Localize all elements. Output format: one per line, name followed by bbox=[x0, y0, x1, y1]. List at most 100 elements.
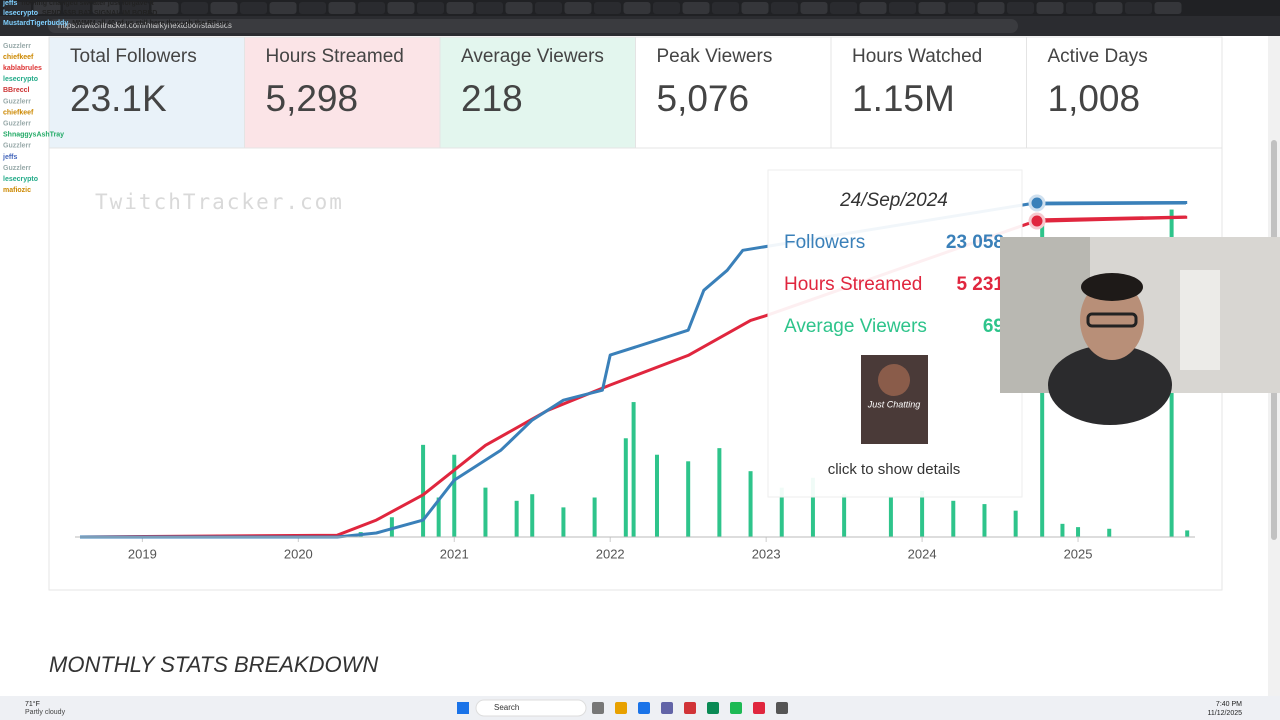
taskbar-app[interactable] bbox=[638, 702, 650, 714]
taskbar-app[interactable] bbox=[684, 702, 696, 714]
tab[interactable] bbox=[977, 2, 1005, 14]
tab[interactable] bbox=[417, 2, 444, 14]
chat-name: Guzzlerr bbox=[3, 43, 31, 50]
taskbar-app[interactable] bbox=[730, 702, 742, 714]
tab[interactable] bbox=[240, 2, 267, 14]
bar bbox=[1185, 530, 1190, 537]
tab[interactable] bbox=[682, 2, 710, 14]
search-box[interactable] bbox=[475, 699, 587, 717]
chat-name: lesecrypto bbox=[3, 176, 38, 183]
bar bbox=[514, 500, 519, 537]
bar bbox=[951, 500, 956, 537]
bar bbox=[982, 504, 987, 537]
tab[interactable] bbox=[1007, 2, 1034, 14]
tab[interactable] bbox=[653, 2, 680, 14]
start-button[interactable] bbox=[457, 702, 469, 714]
tab[interactable] bbox=[1036, 2, 1064, 14]
tab[interactable] bbox=[859, 2, 887, 14]
tab[interactable] bbox=[1066, 2, 1093, 14]
tab[interactable] bbox=[269, 2, 297, 14]
line bbox=[80, 201, 1188, 539]
search-label: Search bbox=[494, 703, 519, 712]
tab[interactable] bbox=[889, 2, 916, 14]
x-tick-label: 2025 bbox=[1064, 546, 1093, 561]
bar bbox=[779, 487, 784, 537]
tab[interactable] bbox=[741, 2, 769, 14]
tab[interactable] bbox=[505, 2, 533, 14]
taskbar-app[interactable] bbox=[776, 702, 788, 714]
tab[interactable] bbox=[564, 2, 592, 14]
tab[interactable] bbox=[948, 2, 975, 14]
thumbnail-face bbox=[878, 364, 910, 396]
tab[interactable] bbox=[446, 2, 474, 14]
thumbnail-text: Just Chatting bbox=[867, 399, 921, 409]
taskbar-app[interactable] bbox=[615, 702, 627, 714]
tab[interactable] bbox=[771, 2, 798, 14]
tab[interactable] bbox=[387, 2, 415, 14]
tab[interactable] bbox=[476, 2, 503, 14]
stat-value: 1.15M bbox=[852, 78, 955, 119]
tab[interactable] bbox=[800, 2, 828, 14]
tab[interactable] bbox=[4, 2, 31, 14]
tab[interactable] bbox=[63, 2, 90, 14]
tab[interactable] bbox=[151, 2, 179, 14]
url-field[interactable] bbox=[48, 19, 1018, 33]
bar bbox=[530, 494, 535, 537]
bar bbox=[389, 517, 394, 537]
chat-name: BBreccl bbox=[3, 87, 30, 94]
webcam-head bbox=[1080, 280, 1144, 360]
tab[interactable] bbox=[181, 2, 208, 14]
taskbar-app[interactable] bbox=[661, 702, 673, 714]
chat-name: kablabrules bbox=[3, 65, 42, 72]
tab[interactable] bbox=[210, 2, 238, 14]
taskbar-app[interactable] bbox=[753, 702, 765, 714]
tab[interactable] bbox=[122, 2, 149, 14]
taskbar-app[interactable] bbox=[592, 702, 604, 714]
tab[interactable] bbox=[535, 2, 562, 14]
tab[interactable] bbox=[623, 2, 651, 14]
tab[interactable] bbox=[918, 2, 946, 14]
x-tick-label: 2019 bbox=[128, 546, 157, 561]
stat-value: 218 bbox=[461, 78, 523, 119]
stat-value: 23.1K bbox=[70, 78, 167, 119]
tab[interactable] bbox=[594, 2, 621, 14]
stat-label: Average Viewers bbox=[461, 46, 604, 67]
webcam-body bbox=[1048, 345, 1172, 425]
weather-text: Partly cloudy bbox=[25, 709, 66, 716]
tab[interactable] bbox=[33, 2, 61, 14]
bar bbox=[748, 471, 753, 537]
chat-text: nothing changed sweater just forgave it bbox=[21, 0, 154, 7]
x-tick-label: 2020 bbox=[284, 546, 313, 561]
chat-name: lesecrypto bbox=[3, 76, 38, 83]
watermark: TwitchTracker.com bbox=[95, 190, 344, 214]
bar bbox=[686, 461, 691, 537]
taskbar-app[interactable] bbox=[707, 702, 719, 714]
stat-label: Total Followers bbox=[70, 46, 197, 67]
tab[interactable] bbox=[358, 2, 385, 14]
x-tick-label: 2022 bbox=[596, 546, 625, 561]
stat-card bbox=[635, 36, 832, 149]
tooltip-date: 24/Sep/2024 bbox=[839, 190, 948, 211]
tab[interactable] bbox=[830, 2, 857, 14]
tab[interactable] bbox=[712, 2, 739, 14]
bar bbox=[631, 402, 636, 537]
chat-name: Guzzlerr bbox=[3, 121, 31, 128]
tab[interactable] bbox=[1125, 2, 1152, 14]
tooltip-label: Hours Streamed bbox=[784, 274, 922, 295]
tooltip-label: Followers bbox=[784, 232, 865, 253]
stat-card bbox=[48, 36, 245, 149]
chat-name: MustardTigerbuddy bbox=[3, 20, 68, 27]
bar bbox=[483, 487, 488, 537]
tab[interactable] bbox=[92, 2, 120, 14]
tab[interactable] bbox=[1154, 2, 1182, 14]
chat-name: jeffs bbox=[2, 0, 18, 7]
bar bbox=[1060, 523, 1065, 537]
tab[interactable] bbox=[1095, 2, 1123, 14]
tab[interactable] bbox=[328, 2, 356, 14]
x-tick-label: 2021 bbox=[440, 546, 469, 561]
chat-text: SEND $$B BAT SIGNAL IM BORED bbox=[42, 10, 157, 17]
tab[interactable] bbox=[299, 2, 326, 14]
bar bbox=[920, 490, 925, 537]
tooltip-action[interactable]: click to show details bbox=[828, 461, 961, 478]
